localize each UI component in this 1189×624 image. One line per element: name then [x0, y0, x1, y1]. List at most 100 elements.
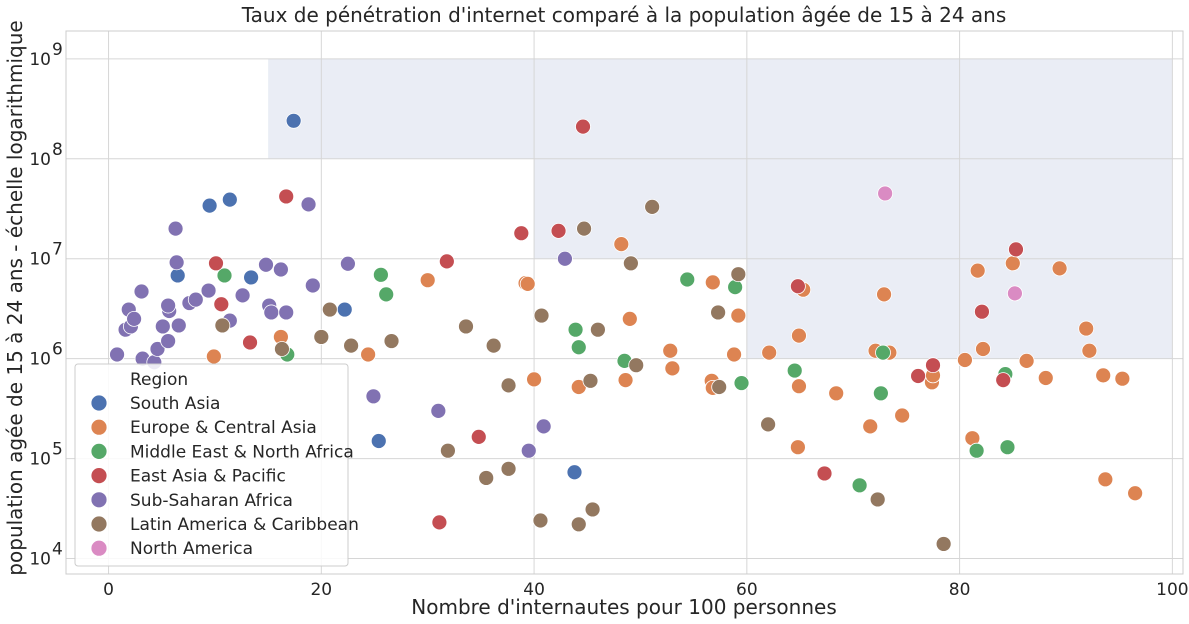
point-sub-saharan-africa [340, 255, 356, 272]
point-east-asia-pacific [575, 118, 591, 135]
point-europe-central-asia [617, 372, 634, 389]
point-east-asia-pacific [550, 222, 567, 239]
legend-marker-east-asia-pacific [90, 467, 108, 485]
point-east-asia-pacific [278, 188, 295, 205]
y-tick-exponent: 9 [52, 40, 63, 60]
point-europe-central-asia [1037, 370, 1054, 386]
point-europe-central-asia [704, 274, 721, 291]
legend-items: South Asia Europe & Central Asia Middle Ea… [90, 394, 359, 559]
point-sub-saharan-africa [187, 291, 204, 308]
y-tick-label: 10 [29, 250, 51, 270]
point-latin-america-caribbean [485, 337, 502, 354]
point-europe-central-asia [791, 327, 807, 344]
point-east-asia-pacific [974, 303, 990, 320]
point-europe-central-asia [790, 439, 806, 456]
point-europe-central-asia [419, 272, 436, 289]
point-europe-central-asia [662, 342, 679, 359]
point-latin-america-caribbean [760, 416, 777, 433]
point-europe-central-asia [862, 418, 879, 435]
highlight-region-2 [534, 158, 747, 259]
point-middle-east-north-africa [872, 385, 889, 402]
point-sub-saharan-africa [126, 310, 142, 327]
point-latin-america-caribbean [478, 470, 495, 486]
point-middle-east-north-africa [570, 339, 587, 356]
point-east-asia-pacific [213, 296, 230, 313]
point-east-asia-pacific [242, 334, 258, 351]
point-europe-central-asia [1078, 320, 1095, 337]
point-sub-saharan-africa [430, 403, 447, 419]
point-europe-central-asia [957, 352, 973, 368]
point-middle-east-north-africa [567, 321, 584, 338]
point-latin-america-caribbean [935, 536, 952, 552]
point-sub-saharan-africa [168, 254, 185, 271]
point-east-asia-pacific [910, 368, 927, 384]
legend: Region South Asia Europe & Central Asia Mi… [74, 363, 359, 567]
point-sub-saharan-africa [535, 418, 552, 435]
x-tick-labels: 0 20 40 60 80 100 [103, 580, 1188, 600]
point-latin-america-caribbean [622, 255, 639, 272]
point-east-asia-pacific [995, 372, 1012, 389]
point-europe-central-asia [613, 236, 630, 253]
point-sub-saharan-africa [278, 304, 295, 321]
point-east-asia-pacific [431, 514, 448, 531]
point-east-asia-pacific [208, 255, 224, 272]
point-europe-central-asia [1114, 370, 1131, 387]
legend-label-middle-east-north-africa: Middle East & North Africa [130, 442, 354, 462]
point-south-asia [566, 464, 583, 481]
y-tick-exponent: 4 [52, 540, 63, 560]
y-axis-label: population agée de 15 à 24 ans - échelle… [3, 20, 27, 575]
legend-title: Region [130, 370, 188, 390]
point-north-america [1007, 285, 1023, 302]
point-europe-central-asia [1004, 255, 1021, 272]
point-europe-central-asia [360, 346, 377, 363]
point-middle-east-north-africa [733, 375, 750, 391]
point-europe-central-asia [969, 262, 986, 279]
point-sub-saharan-africa [520, 442, 537, 459]
point-north-america [877, 185, 894, 202]
point-latin-america-caribbean [644, 199, 661, 215]
point-east-asia-pacific [925, 357, 941, 374]
legend-marker-sub-saharan-africa [90, 491, 108, 509]
point-sub-saharan-africa [263, 304, 280, 321]
point-south-asia [370, 433, 387, 449]
y-tick-exponent: 6 [52, 340, 63, 360]
plot-frame [65, 30, 1184, 575]
point-middle-east-north-africa [727, 279, 744, 296]
point-europe-central-asia [726, 346, 742, 363]
y-tick-label: 10 [29, 50, 51, 70]
point-europe-central-asia [761, 344, 778, 361]
y-tick-exponent: 7 [52, 240, 63, 260]
point-middle-east-north-africa [786, 362, 803, 379]
point-middle-east-north-africa [378, 286, 395, 303]
point-latin-america-caribbean [214, 317, 231, 334]
legend-marker-south-asia [90, 394, 108, 412]
point-latin-america-caribbean [440, 442, 456, 459]
legend-label-north-america: North America [130, 539, 253, 559]
point-latin-america-caribbean [576, 220, 592, 237]
y-tick-exponent: 8 [52, 140, 63, 160]
point-sub-saharan-africa [149, 341, 166, 357]
point-europe-central-asia [828, 385, 845, 402]
point-latin-america-caribbean [500, 377, 517, 394]
point-south-asia [336, 301, 353, 318]
x-tick-label: 100 [1156, 580, 1188, 600]
y-tick-label: 10 [29, 150, 51, 170]
point-latin-america-caribbean [628, 357, 645, 374]
point-latin-america-caribbean [584, 501, 601, 518]
point-europe-central-asia [1127, 485, 1144, 502]
legend-marker-middle-east-north-africa [90, 442, 108, 460]
y-tick-exponent: 5 [52, 440, 63, 460]
point-latin-america-caribbean [711, 379, 728, 395]
point-south-asia [243, 269, 260, 286]
point-latin-america-caribbean [869, 491, 886, 508]
point-europe-central-asia [621, 310, 638, 327]
point-sub-saharan-africa [272, 261, 289, 278]
point-europe-central-asia [1081, 342, 1098, 359]
point-sub-saharan-africa [133, 283, 150, 300]
point-sub-saharan-africa [167, 220, 184, 237]
point-sub-saharan-africa [109, 346, 125, 363]
legend-marker-latin-america-caribbean [90, 515, 108, 533]
point-latin-america-caribbean [590, 321, 606, 338]
y-tick-label: 10 [29, 450, 51, 470]
